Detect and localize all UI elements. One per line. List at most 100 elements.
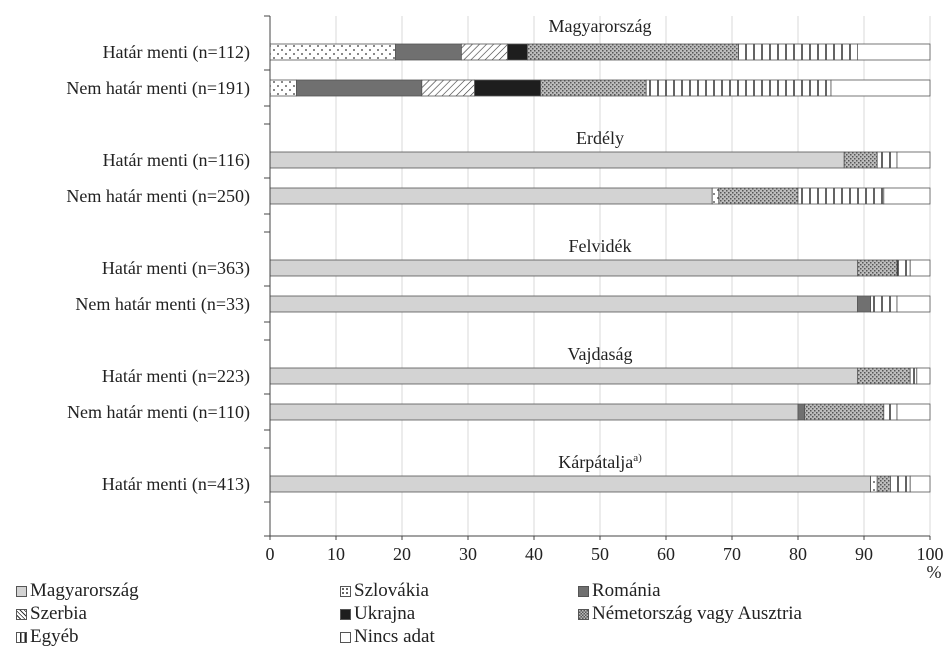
x-tick-label: 100 xyxy=(917,544,944,564)
bar-segment-nincs-adat xyxy=(896,151,931,169)
bar-segment-szlovákia xyxy=(269,43,396,61)
legend-item: Szlovákia xyxy=(340,580,429,602)
legend-swatch xyxy=(578,608,589,620)
bar-segment-németország-vagy-ausztria xyxy=(540,79,647,97)
x-tick-label: 70 xyxy=(723,544,741,564)
bar-segment-nincs-adat xyxy=(883,187,931,205)
row-label: Határ menti (n=413) xyxy=(102,474,250,495)
bar-segment-románia xyxy=(295,79,423,97)
legend-label: Magyarország xyxy=(30,580,139,601)
bar-segment-egyéb xyxy=(797,187,885,205)
legend: Magyarország Szlovákia Románia Szerbia Ukraj… xyxy=(0,580,948,652)
legend-swatch xyxy=(16,608,27,620)
bar-segment-németország-vagy-ausztria xyxy=(804,403,885,421)
row-label: Nem határ menti (n=33) xyxy=(75,294,250,315)
bar-segment-egyéb xyxy=(645,79,832,97)
axes xyxy=(264,15,931,540)
bar-segment-szerbia xyxy=(421,79,475,97)
legend-label: Nincs adat xyxy=(354,626,435,647)
row-label: Határ menti (n=363) xyxy=(102,258,250,279)
legend-label: Szlovákia xyxy=(354,580,429,601)
bar-segment-németország-vagy-ausztria xyxy=(857,367,911,385)
bar-segment-szlovákia xyxy=(870,475,878,493)
row-label: Nem határ menti (n=110) xyxy=(67,402,250,423)
bar-segment-nincs-adat xyxy=(909,259,931,277)
x-tick-label: 30 xyxy=(459,544,477,564)
x-tick-label: 10 xyxy=(327,544,345,564)
legend-swatch xyxy=(340,585,351,597)
group-title-superscript: a) xyxy=(633,452,642,464)
legend-swatch xyxy=(578,585,589,597)
x-tick-label: 20 xyxy=(393,544,411,564)
legend-item: Magyarország xyxy=(16,580,139,602)
bar-segment-egyéb xyxy=(876,151,898,169)
bar-segment-egyéb xyxy=(909,367,918,385)
legend-item: Németország vagy Ausztria xyxy=(578,603,802,625)
group-title: Kárpátaljaa) xyxy=(558,452,642,472)
legend-item: Egyéb xyxy=(16,626,79,648)
legend-swatch xyxy=(16,585,27,597)
legend-label: Románia xyxy=(592,580,661,601)
legend-label: Ukrajna xyxy=(354,603,416,624)
bar-segment-egyéb xyxy=(890,475,911,493)
bar-segment-ukrajna xyxy=(474,79,542,97)
x-tick-label: 50 xyxy=(591,544,609,564)
bar-segment-németország-vagy-ausztria xyxy=(843,151,878,169)
bar-segment-románia xyxy=(394,43,462,61)
legend-item: Szerbia xyxy=(16,603,87,625)
bar-segment-egyéb xyxy=(896,259,911,277)
bar-segment-nincs-adat xyxy=(896,295,931,313)
bar-segment-egyéb xyxy=(870,295,898,313)
legend-label: Németország vagy Ausztria xyxy=(592,603,802,624)
x-tick-label: 60 xyxy=(657,544,675,564)
legend-item: Ukrajna xyxy=(340,603,415,625)
bar-segment-magyarország xyxy=(269,403,799,421)
x-tick-label: 80 xyxy=(789,544,807,564)
bar-segment-nincs-adat xyxy=(896,403,931,421)
group-title: Erdély xyxy=(576,128,624,148)
bar-segment-szlovákia xyxy=(269,79,297,97)
legend-item: Nincs adat xyxy=(340,626,435,648)
bar-segment-egyéb xyxy=(883,403,898,421)
bar-segment-németország-vagy-ausztria xyxy=(527,43,740,61)
group-title: Felvidék xyxy=(569,236,632,256)
bars xyxy=(269,43,931,493)
row-label: Nem határ menti (n=250) xyxy=(66,186,250,207)
row-label: Határ menti (n=112) xyxy=(103,42,250,63)
x-tick-label: 40 xyxy=(525,544,543,564)
group-title: Vajdaság xyxy=(568,344,633,364)
chart-plot: 0 10 20 30 40 50 60 70 80 90 100% Magyarország Határ… xyxy=(66,15,944,582)
row-label: Határ menti (n=223) xyxy=(102,366,250,387)
bar-segment-magyarország xyxy=(269,475,871,493)
bar-segment-szerbia xyxy=(460,43,508,61)
labels: 0 10 20 30 40 50 60 70 80 90 100% Magyarország Határ… xyxy=(66,16,944,582)
x-tick-label: 90 xyxy=(855,544,873,564)
bar-segment-magyarország xyxy=(269,187,713,205)
bar-segment-magyarország xyxy=(269,259,858,277)
bar-segment-magyarország xyxy=(269,295,858,313)
legend-swatch xyxy=(340,608,351,620)
row-label: Határ menti (n=116) xyxy=(103,150,250,171)
bar-segment-nincs-adat xyxy=(830,79,931,97)
bar-segment-németország-vagy-ausztria xyxy=(857,259,898,277)
bar-segment-egyéb xyxy=(738,43,858,61)
x-unit-label: % xyxy=(927,562,942,580)
bar-segment-nincs-adat xyxy=(916,367,931,385)
bar-segment-ukrajna xyxy=(507,43,528,61)
legend-swatch xyxy=(340,631,351,643)
bar-segment-nincs-adat xyxy=(857,43,931,61)
bar-segment-nincs-adat xyxy=(909,475,931,493)
bar-segment-magyarország xyxy=(269,151,845,169)
bar-segment-németország-vagy-ausztria xyxy=(718,187,799,205)
bar-segment-németország-vagy-ausztria xyxy=(876,475,891,493)
legend-swatch xyxy=(16,631,27,643)
group-title: Magyarország xyxy=(549,16,652,36)
legend-item: Románia xyxy=(578,580,661,602)
bar-segment-románia xyxy=(797,403,805,421)
bar-segment-magyarország xyxy=(269,367,858,385)
bar-segment-románia xyxy=(857,295,872,313)
row-label: Nem határ menti (n=191) xyxy=(66,78,250,99)
legend-label: Szerbia xyxy=(30,603,87,624)
legend-label: Egyéb xyxy=(30,626,79,647)
